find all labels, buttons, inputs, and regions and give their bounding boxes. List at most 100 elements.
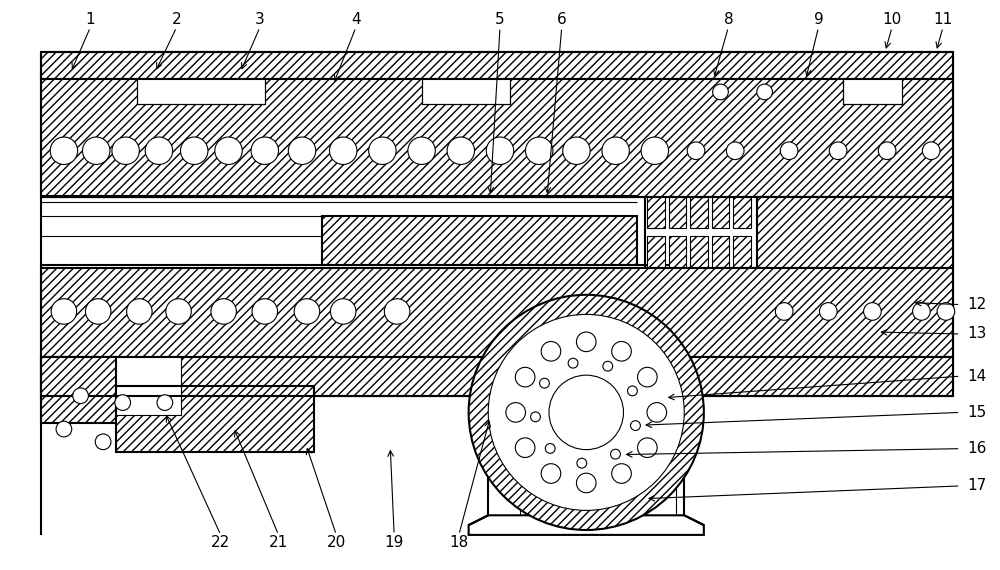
Bar xyxy=(712,197,729,228)
Circle shape xyxy=(145,137,173,165)
Text: 18: 18 xyxy=(449,535,468,550)
Bar xyxy=(647,197,665,228)
Circle shape xyxy=(408,137,435,165)
Polygon shape xyxy=(469,515,704,535)
Circle shape xyxy=(576,332,596,352)
Circle shape xyxy=(215,137,242,165)
Text: 16: 16 xyxy=(967,441,987,456)
Circle shape xyxy=(628,386,637,396)
Bar xyxy=(712,236,729,268)
Circle shape xyxy=(251,137,279,165)
Circle shape xyxy=(56,421,72,437)
Text: 3: 3 xyxy=(255,13,265,27)
Text: 5: 5 xyxy=(495,13,505,27)
Text: 19: 19 xyxy=(384,535,404,550)
Bar xyxy=(690,236,708,268)
Bar xyxy=(116,386,314,451)
Circle shape xyxy=(384,299,410,324)
Bar xyxy=(422,79,510,104)
Text: 20: 20 xyxy=(327,535,346,550)
Circle shape xyxy=(211,299,236,324)
Circle shape xyxy=(541,341,561,361)
Text: 10: 10 xyxy=(882,13,902,27)
Bar xyxy=(733,197,751,228)
Circle shape xyxy=(85,299,111,324)
Bar xyxy=(669,197,686,228)
Circle shape xyxy=(878,142,896,160)
Circle shape xyxy=(631,421,640,430)
Circle shape xyxy=(864,303,881,320)
Bar xyxy=(647,236,665,268)
Circle shape xyxy=(568,359,578,368)
Bar xyxy=(690,197,708,228)
Circle shape xyxy=(638,438,657,458)
Circle shape xyxy=(829,142,847,160)
Bar xyxy=(690,197,708,228)
Circle shape xyxy=(563,137,590,165)
Circle shape xyxy=(545,443,555,453)
Circle shape xyxy=(602,137,629,165)
Bar xyxy=(712,236,729,268)
Circle shape xyxy=(726,142,744,160)
Circle shape xyxy=(647,402,667,422)
Bar xyxy=(41,79,953,197)
Bar xyxy=(41,52,953,79)
Bar xyxy=(488,422,684,525)
Text: 15: 15 xyxy=(967,405,987,420)
Bar xyxy=(41,357,116,423)
Text: 22: 22 xyxy=(211,535,230,550)
Bar xyxy=(757,197,953,268)
Circle shape xyxy=(112,137,139,165)
Circle shape xyxy=(95,434,111,450)
Circle shape xyxy=(115,395,131,410)
Circle shape xyxy=(549,375,623,450)
Text: 9: 9 xyxy=(814,13,823,27)
Circle shape xyxy=(577,458,587,468)
Circle shape xyxy=(612,464,631,483)
Circle shape xyxy=(488,315,684,510)
Bar xyxy=(41,268,953,357)
Bar xyxy=(41,268,953,357)
Circle shape xyxy=(541,464,561,483)
Bar xyxy=(41,357,953,396)
Text: 8: 8 xyxy=(724,13,733,27)
Circle shape xyxy=(515,438,535,458)
Bar xyxy=(757,197,953,268)
Circle shape xyxy=(447,137,475,165)
Circle shape xyxy=(127,299,152,324)
Text: 6: 6 xyxy=(557,13,567,27)
Circle shape xyxy=(603,361,613,371)
Circle shape xyxy=(757,84,772,100)
Bar xyxy=(733,236,751,268)
Text: 14: 14 xyxy=(967,369,987,384)
Circle shape xyxy=(157,395,173,410)
Bar xyxy=(322,217,637,266)
Text: 2: 2 xyxy=(172,13,181,27)
Bar xyxy=(116,386,181,416)
Circle shape xyxy=(329,137,357,165)
Circle shape xyxy=(611,449,620,459)
Bar xyxy=(645,197,758,268)
Bar xyxy=(843,79,902,104)
Bar xyxy=(733,236,751,268)
Circle shape xyxy=(288,137,316,165)
Circle shape xyxy=(775,303,793,320)
Circle shape xyxy=(51,299,77,324)
Text: 21: 21 xyxy=(269,535,288,550)
Circle shape xyxy=(780,142,798,160)
Text: 1: 1 xyxy=(86,13,95,27)
Circle shape xyxy=(641,137,669,165)
Bar xyxy=(647,197,665,228)
Circle shape xyxy=(166,299,191,324)
Circle shape xyxy=(294,299,320,324)
Circle shape xyxy=(525,137,553,165)
Text: 13: 13 xyxy=(967,327,987,341)
Text: 4: 4 xyxy=(351,13,361,27)
Bar xyxy=(322,217,637,266)
Circle shape xyxy=(531,412,540,422)
Bar xyxy=(712,197,729,228)
Circle shape xyxy=(252,299,278,324)
Circle shape xyxy=(540,378,549,388)
Circle shape xyxy=(913,303,930,320)
Bar xyxy=(669,236,686,268)
